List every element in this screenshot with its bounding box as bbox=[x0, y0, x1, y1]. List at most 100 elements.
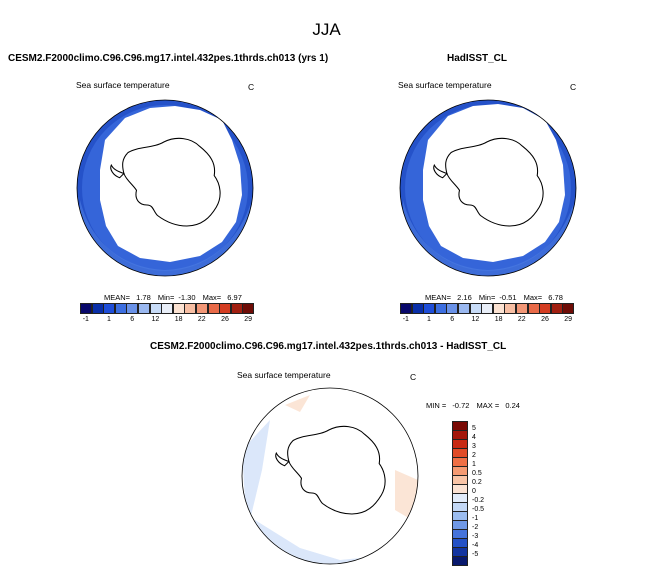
colorbar-model-labels: -1 1 6 12 18 22 26 29 bbox=[80, 316, 254, 326]
colorbar-tick-label: 12 bbox=[151, 316, 160, 323]
colorbar-cell bbox=[149, 303, 162, 314]
colorbar-tick-label: 0.5 bbox=[472, 470, 482, 477]
colorbar-tick-label: 18 bbox=[174, 316, 183, 323]
map-obs bbox=[399, 99, 577, 277]
stat-max-value: 6.97 bbox=[227, 293, 242, 302]
colorbar-tick-label: 2 bbox=[472, 452, 476, 459]
colorbar-cell bbox=[527, 303, 540, 314]
colorbar-cell bbox=[481, 303, 494, 314]
colorbar-cell bbox=[242, 303, 255, 314]
stat-max-value: 6.78 bbox=[548, 293, 563, 302]
colorbar-cell bbox=[196, 303, 209, 314]
colorbar-tick-label: -2 bbox=[472, 524, 479, 531]
colorbar-cell bbox=[423, 303, 436, 314]
colorbar-tick-label: 29 bbox=[244, 316, 253, 323]
colorbar-tick-label: 1 bbox=[472, 461, 476, 468]
stat-mean-label: MEAN= bbox=[104, 293, 131, 302]
panel-title-model: CESM2.F2000climo.C96.C96.mg17.intel.432p… bbox=[8, 53, 329, 64]
panel-title-obs: HadISST_CL bbox=[447, 53, 508, 64]
colorbar-tick-label: 3 bbox=[472, 443, 476, 450]
stat-min-label: Min= bbox=[157, 293, 175, 302]
stat-min-value: -0.51 bbox=[499, 293, 517, 302]
colorbar-tick-label: 26 bbox=[541, 316, 549, 323]
colorbar-tick-label: 5 bbox=[472, 425, 476, 432]
stat-min-value: -0.72 bbox=[452, 401, 470, 410]
colorbar-tick-label: -5 bbox=[472, 551, 479, 558]
colorbar-tick-label: 1 bbox=[427, 316, 431, 323]
colorbar-tick-label: 18 bbox=[494, 316, 503, 323]
stat-min-label: MIN = bbox=[426, 401, 447, 410]
colorbar-cell bbox=[138, 303, 151, 314]
stat-mean-value: 2.16 bbox=[457, 293, 472, 302]
colorbar-cell bbox=[219, 303, 232, 314]
colorbar-cell bbox=[550, 303, 563, 314]
stat-max-label: Max= bbox=[202, 293, 222, 302]
units-label-obs: C bbox=[570, 82, 577, 92]
colorbar-diff-labels: 5 4 3 2 1 0.5 0.2 0 -0.2 -0.5 -1 -2 -3 -4 -5 bbox=[472, 421, 496, 565]
colorbar-cell bbox=[114, 303, 127, 314]
stat-mean-label: MEAN= bbox=[425, 293, 452, 302]
units-label-diff: C bbox=[410, 372, 417, 382]
colorbar-tick-label: 22 bbox=[517, 316, 526, 323]
stat-max-label: Max= bbox=[523, 293, 543, 302]
colorbar-cell bbox=[504, 303, 517, 314]
colorbar-tick-label: 0.2 bbox=[472, 479, 482, 486]
colorbar-cell bbox=[184, 303, 197, 314]
stat-max-label: MAX = bbox=[476, 401, 500, 410]
map-model bbox=[76, 99, 254, 277]
colorbar-tick-label: 12 bbox=[471, 316, 480, 323]
panel-title-diff: CESM2.F2000climo.C96.C96.mg17.intel.432p… bbox=[150, 341, 507, 352]
stats-obs: MEAN= 2.16 Min= -0.51 Max= 6.78 bbox=[425, 293, 563, 302]
colorbar-cell bbox=[411, 303, 424, 314]
colorbar-cell bbox=[91, 303, 104, 314]
colorbar-cell bbox=[230, 303, 243, 314]
colorbar-cell bbox=[492, 303, 505, 314]
colorbar-cell bbox=[469, 303, 482, 314]
variable-label-model: Sea surface temperature bbox=[76, 80, 170, 90]
figure-title: JJA bbox=[312, 20, 341, 39]
stat-min-label: Min= bbox=[478, 293, 496, 302]
colorbar-cell bbox=[80, 303, 93, 314]
stats-diff: MIN = -0.72 MAX = 0.24 bbox=[426, 401, 520, 410]
colorbar-tick-label: -1 bbox=[402, 316, 409, 323]
colorbar-obs-labels: -1 1 6 12 18 22 26 29 bbox=[400, 316, 574, 326]
stat-mean-value: 1.78 bbox=[136, 293, 151, 302]
variable-label-diff: Sea surface temperature bbox=[237, 370, 331, 380]
colorbar-cell bbox=[207, 303, 220, 314]
colorbar-tick-label: 4 bbox=[472, 434, 476, 441]
colorbar-cell bbox=[539, 303, 552, 314]
colorbar-tick-label: -1 bbox=[82, 316, 89, 323]
colorbar-cell bbox=[434, 303, 447, 314]
colorbar-cell bbox=[458, 303, 471, 314]
units-label-model: C bbox=[248, 82, 255, 92]
colorbar-cell bbox=[446, 303, 459, 314]
variable-label-obs: Sea surface temperature bbox=[398, 80, 492, 90]
map-diff bbox=[241, 387, 419, 565]
colorbar-tick-label: 1 bbox=[107, 316, 111, 323]
stats-model: MEAN= 1.78 Min= -1.30 Max= 6.97 bbox=[104, 293, 242, 302]
colorbar-tick-label: -1 bbox=[472, 515, 479, 522]
colorbar-tick-label: 6 bbox=[450, 316, 455, 323]
stat-min-value: -1.30 bbox=[178, 293, 196, 302]
colorbar-cell bbox=[126, 303, 139, 314]
colorbar-tick-label: -0.2 bbox=[472, 497, 485, 504]
colorbar-cell bbox=[172, 303, 185, 314]
stat-max-value: 0.24 bbox=[505, 401, 520, 410]
colorbar-tick-label: 26 bbox=[221, 316, 229, 323]
colorbar-cell bbox=[103, 303, 116, 314]
colorbar-cell bbox=[562, 303, 575, 314]
colorbar-tick-label: -4 bbox=[472, 542, 479, 549]
colorbar-cell bbox=[452, 556, 468, 566]
colorbar-tick-label: 29 bbox=[564, 316, 573, 323]
colorbar-tick-label: 22 bbox=[197, 316, 206, 323]
colorbar-cell bbox=[161, 303, 174, 314]
colorbar-obs bbox=[400, 303, 575, 314]
colorbar-cell bbox=[516, 303, 529, 314]
colorbar-cell bbox=[400, 303, 413, 314]
colorbar-diff bbox=[452, 421, 468, 566]
colorbar-tick-label: 0 bbox=[472, 488, 476, 495]
colorbar-model bbox=[80, 303, 255, 314]
colorbar-tick-label: 6 bbox=[130, 316, 135, 323]
colorbar-tick-label: -3 bbox=[472, 533, 479, 540]
